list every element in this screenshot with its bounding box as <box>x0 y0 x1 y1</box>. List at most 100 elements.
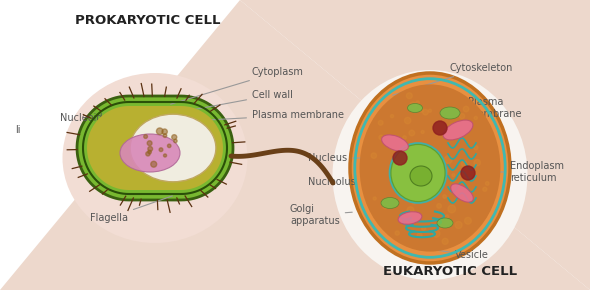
Circle shape <box>409 130 415 136</box>
Circle shape <box>148 150 152 154</box>
Circle shape <box>419 108 424 112</box>
Text: Plasma membrane: Plasma membrane <box>175 110 344 122</box>
Ellipse shape <box>451 184 473 202</box>
Ellipse shape <box>440 107 460 119</box>
Circle shape <box>437 204 441 208</box>
Circle shape <box>440 167 448 174</box>
Text: Vesicle: Vesicle <box>423 248 489 260</box>
Circle shape <box>443 195 447 198</box>
Text: Nucleolus: Nucleolus <box>308 175 365 187</box>
Text: EUKARYOTIC CELL: EUKARYOTIC CELL <box>383 265 517 278</box>
Circle shape <box>409 184 415 190</box>
Circle shape <box>417 233 422 238</box>
Circle shape <box>432 230 440 237</box>
Polygon shape <box>240 0 590 290</box>
Circle shape <box>410 102 417 109</box>
Text: Flagella: Flagella <box>90 196 172 223</box>
Ellipse shape <box>350 73 510 263</box>
Ellipse shape <box>382 135 408 151</box>
Ellipse shape <box>333 70 527 280</box>
Text: Golgi
apparatus: Golgi apparatus <box>290 204 352 226</box>
Circle shape <box>146 152 150 156</box>
Text: Cytoplasm: Cytoplasm <box>171 67 304 104</box>
Circle shape <box>444 156 453 164</box>
Circle shape <box>405 117 411 124</box>
Circle shape <box>421 168 428 174</box>
Circle shape <box>401 171 407 177</box>
Circle shape <box>144 135 148 138</box>
Ellipse shape <box>381 197 399 209</box>
Circle shape <box>474 146 478 150</box>
Circle shape <box>168 144 171 148</box>
Circle shape <box>435 180 438 183</box>
Circle shape <box>156 128 163 135</box>
Circle shape <box>417 151 422 155</box>
Circle shape <box>445 215 449 218</box>
Circle shape <box>433 121 447 135</box>
Circle shape <box>455 222 462 229</box>
Circle shape <box>428 109 431 112</box>
Circle shape <box>412 199 417 204</box>
Ellipse shape <box>120 134 180 172</box>
Circle shape <box>452 174 455 177</box>
Ellipse shape <box>130 114 216 182</box>
Ellipse shape <box>443 120 473 140</box>
Circle shape <box>172 135 177 140</box>
Circle shape <box>395 231 399 235</box>
Circle shape <box>417 181 424 188</box>
Circle shape <box>474 116 477 119</box>
Polygon shape <box>87 106 223 190</box>
Circle shape <box>173 139 177 143</box>
Circle shape <box>422 226 426 231</box>
Ellipse shape <box>398 212 422 224</box>
Circle shape <box>151 161 157 167</box>
Circle shape <box>464 218 471 224</box>
Ellipse shape <box>391 144 445 202</box>
Ellipse shape <box>437 218 453 228</box>
Circle shape <box>422 109 428 115</box>
Text: Nucleus: Nucleus <box>308 153 372 163</box>
Circle shape <box>162 129 168 134</box>
Text: Nucleoid: Nucleoid <box>60 113 132 128</box>
Circle shape <box>407 207 414 214</box>
Circle shape <box>393 151 407 165</box>
Circle shape <box>403 136 407 139</box>
Ellipse shape <box>408 104 422 113</box>
Polygon shape <box>77 96 233 200</box>
Ellipse shape <box>359 84 500 252</box>
Text: Endoplasm
reticulum: Endoplasm reticulum <box>468 161 564 183</box>
Circle shape <box>147 141 152 146</box>
Circle shape <box>371 153 376 158</box>
Text: Cytoskeleton: Cytoskeleton <box>393 63 513 95</box>
Circle shape <box>383 204 388 209</box>
Circle shape <box>438 225 442 229</box>
Circle shape <box>391 115 394 118</box>
Ellipse shape <box>63 73 247 243</box>
Circle shape <box>407 93 412 99</box>
Circle shape <box>163 154 166 157</box>
Ellipse shape <box>410 166 432 186</box>
Circle shape <box>413 178 421 186</box>
Circle shape <box>463 106 469 112</box>
Text: Plasma
membrane: Plasma membrane <box>418 97 522 119</box>
Circle shape <box>159 148 163 152</box>
Circle shape <box>486 182 489 185</box>
Text: PROKARYOTIC CELL: PROKARYOTIC CELL <box>76 14 221 27</box>
Circle shape <box>401 184 407 190</box>
Circle shape <box>416 101 419 104</box>
Circle shape <box>163 134 167 137</box>
Circle shape <box>460 113 465 119</box>
Circle shape <box>474 160 480 166</box>
Text: li: li <box>15 125 21 135</box>
Circle shape <box>373 197 376 200</box>
Circle shape <box>379 135 384 140</box>
Circle shape <box>448 205 455 213</box>
Circle shape <box>461 166 475 180</box>
Circle shape <box>378 120 383 125</box>
Circle shape <box>483 187 487 191</box>
Text: Cell wall: Cell wall <box>173 90 293 113</box>
Circle shape <box>442 238 448 244</box>
Circle shape <box>148 146 153 151</box>
Circle shape <box>461 161 467 167</box>
Circle shape <box>421 130 424 133</box>
